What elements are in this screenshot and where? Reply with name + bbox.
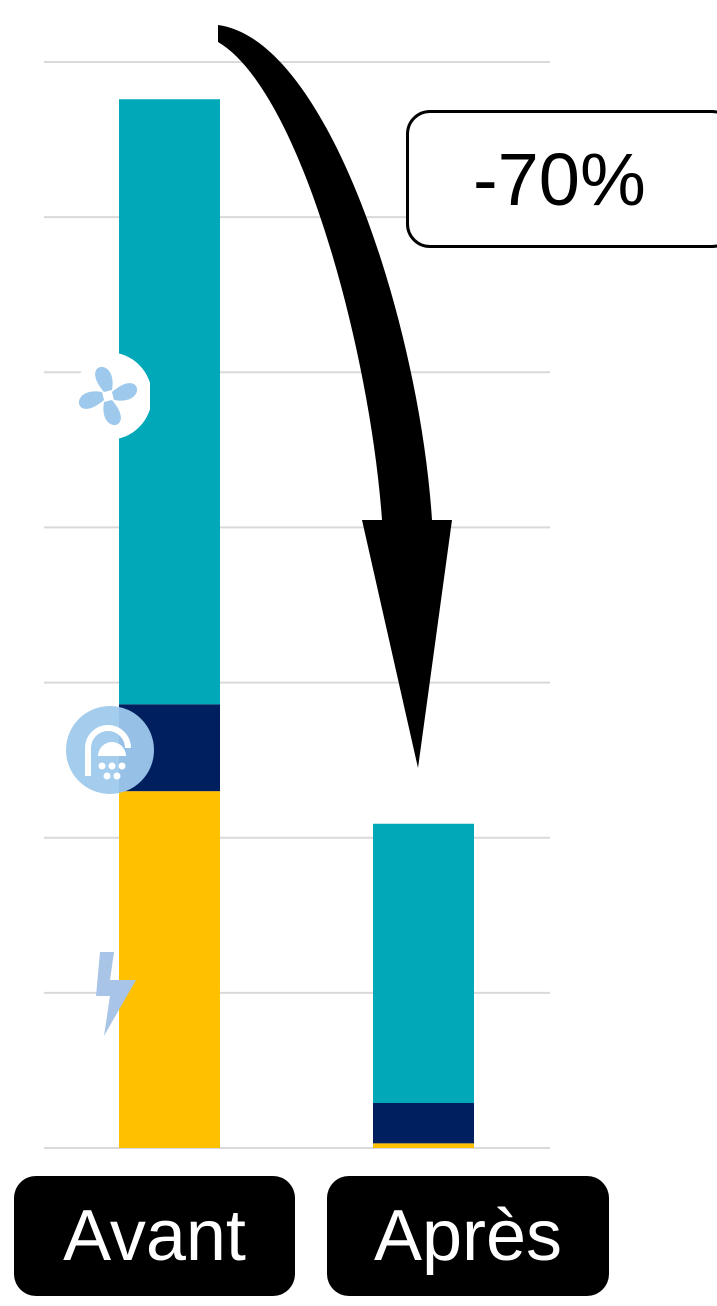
reduction-badge: -70% <box>406 110 717 248</box>
category-label-avant: Avant <box>14 1176 295 1296</box>
reduction-label: -70% <box>473 137 646 221</box>
fan-icon <box>68 352 152 445</box>
bar-segment-avant-0 <box>119 791 220 1148</box>
category-label-apres: Après <box>327 1176 609 1296</box>
shower-icon <box>64 704 156 801</box>
bar-segment-apres-0 <box>373 1143 474 1148</box>
bar-segment-apres-2 <box>373 823 474 1104</box>
lightning-icon <box>92 952 140 1041</box>
bar-segment-apres-1 <box>373 1103 474 1144</box>
reduction-arrow <box>218 25 452 768</box>
